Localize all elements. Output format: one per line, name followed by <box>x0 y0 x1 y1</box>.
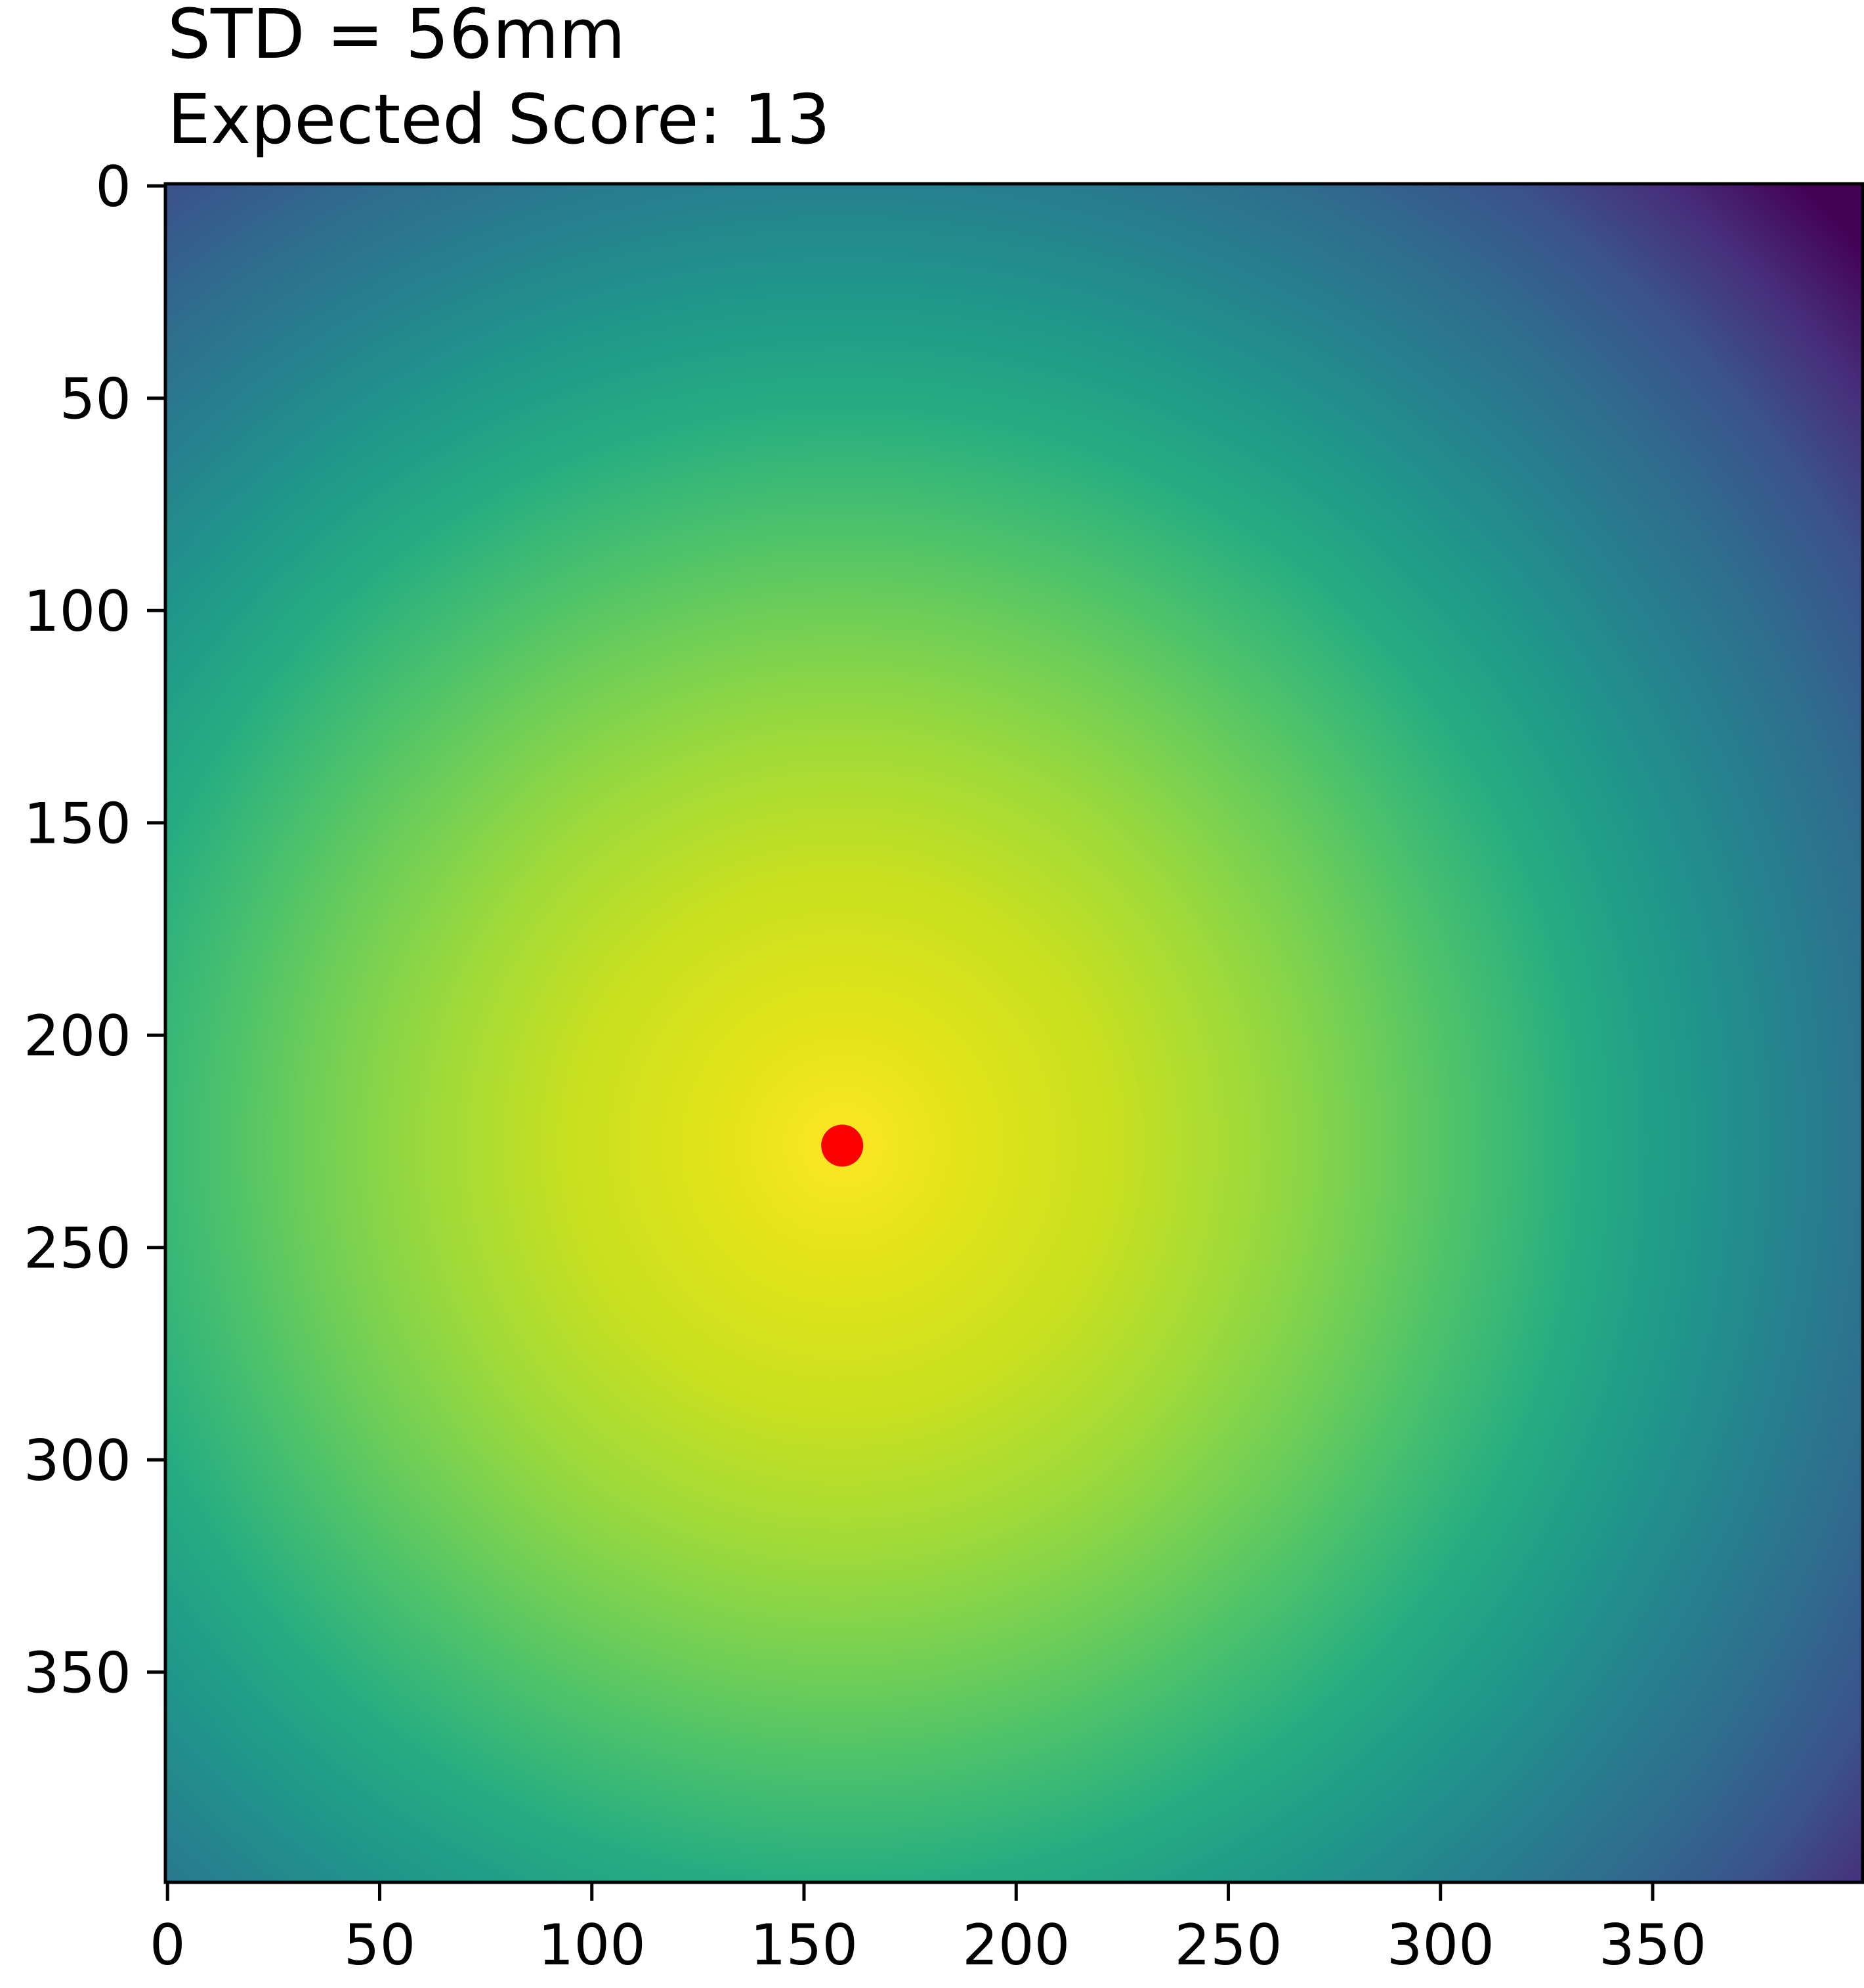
x-tick-label-0: 0 <box>150 1913 186 1978</box>
title-line-1: STD = 56mm <box>167 0 625 74</box>
y-tick-label-7: 350 <box>24 1641 131 1706</box>
y-tick-label-6: 300 <box>24 1428 131 1494</box>
plot-marks <box>821 1124 864 1167</box>
x-tick-label-3: 150 <box>750 1913 858 1978</box>
x-tick-label-6: 300 <box>1387 1913 1494 1978</box>
y-tick-label-2: 100 <box>24 579 131 645</box>
y-tick-label-4: 200 <box>24 1004 131 1069</box>
x-tick-label-4: 200 <box>962 1913 1070 1978</box>
marker-point-0 <box>821 1124 864 1167</box>
y-axis: 0 50 100 150 200 250 300 350 <box>24 154 165 1706</box>
y-tick-label-1: 50 <box>60 367 131 433</box>
x-tick-label-2: 100 <box>538 1913 646 1978</box>
y-tick-label-5: 250 <box>24 1216 131 1282</box>
chart-title: STD = 56mm Expected Score: 13 <box>167 0 830 159</box>
title-line-2: Expected Score: 13 <box>167 79 830 159</box>
x-tick-label-5: 250 <box>1174 1913 1282 1978</box>
heatmap-image <box>165 184 1863 1882</box>
x-tick-label-1: 50 <box>344 1913 415 1978</box>
x-tick-label-7: 350 <box>1599 1913 1706 1978</box>
x-axis: 0 50 100 150 200 250 300 350 <box>150 1882 1706 1978</box>
plot-frame <box>163 182 1864 1884</box>
y-tick-label-3: 150 <box>24 792 131 857</box>
y-tick-label-0: 0 <box>95 154 131 220</box>
